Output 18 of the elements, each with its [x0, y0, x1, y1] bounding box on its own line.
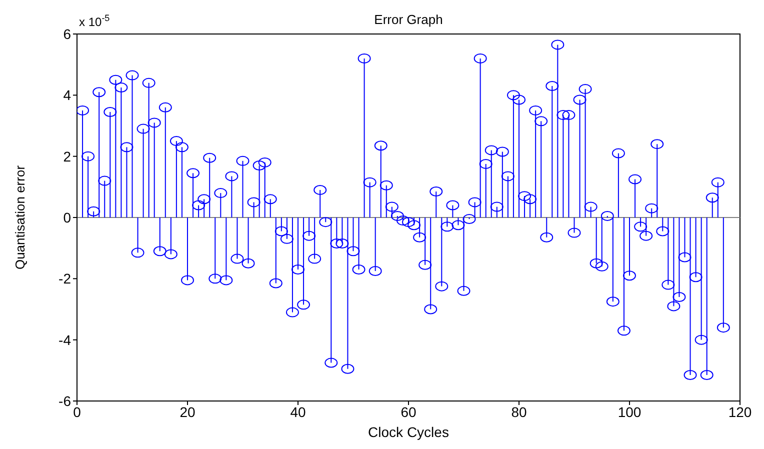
chart-title: Error Graph — [374, 12, 443, 27]
y-axis-title: Quantisation error — [12, 164, 28, 270]
text: x 10$^{-5}$ — [79, 13, 110, 29]
y-tick-label: -2 — [58, 270, 72, 287]
y-tick-label: 4 — [63, 87, 72, 104]
x-tick-label: 100 — [618, 404, 642, 420]
y-tick-label: 2 — [63, 148, 72, 164]
y-tick-label: -4 — [58, 332, 72, 348]
x-axis-title: Clock Cycles — [368, 424, 449, 440]
y-tick-label: 0 — [63, 209, 72, 226]
y-tick-label: -6 — [58, 392, 72, 409]
x-tick-label: 40 — [290, 404, 306, 420]
y-tick-label: 6 — [63, 26, 72, 42]
x-tick-label: 60 — [400, 404, 416, 420]
x-tick-label: 80 — [511, 404, 527, 420]
x-tick-label: 20 — [180, 404, 196, 420]
x-tick-label: 120 — [728, 404, 752, 420]
x-tick-label: 0 — [73, 404, 82, 420]
